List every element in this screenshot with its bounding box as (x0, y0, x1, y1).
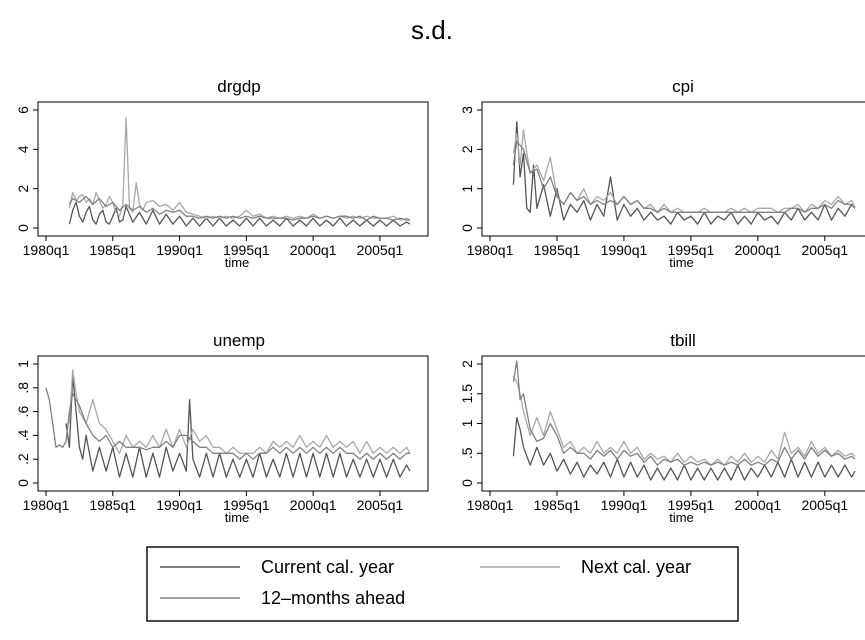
series-line (45, 387, 410, 460)
y-tick-label: 2 (15, 185, 31, 193)
x-axis-title: time (225, 255, 250, 270)
x-axis-title: time (225, 510, 250, 525)
x-tick-label: 1985q1 (89, 242, 136, 258)
panel-cpi: cpi 0 1 2 3 1980q1 1985q1 1990q1 1995q1 2000q1 200… (459, 77, 865, 270)
series-line (512, 360, 856, 466)
x-tick-label: 2005q1 (801, 497, 848, 513)
y-tick-label: 0 (459, 224, 475, 232)
y-tick-label: 3 (459, 106, 475, 114)
y-tick-label: 6 (15, 106, 31, 114)
plot-frame (37, 355, 429, 492)
series-line (68, 117, 411, 221)
y-tick-label: .5 (459, 447, 475, 459)
x-tick-label: 2005q1 (357, 497, 404, 513)
panel-drgdp: drgdp 0 2 4 6 1980q1 1985q1 1990q1 1995q1 2000q1 2… (15, 77, 429, 270)
y-tick-label: .2 (15, 453, 31, 465)
x-axis-title: time (669, 510, 694, 525)
x-tick-label: 2005q1 (801, 242, 848, 258)
main-title: s.d. (411, 15, 453, 45)
plot-frame (37, 101, 429, 237)
panels: drgdp 0 2 4 6 1980q1 1985q1 1990q1 1995q1 2000q1 2… (15, 77, 865, 525)
x-tick-label: 1985q1 (534, 497, 581, 513)
series-line (512, 375, 856, 466)
plot-frame (481, 101, 865, 237)
x-axis-title: time (669, 255, 694, 270)
x-tick-label: 1990q1 (601, 497, 648, 513)
x-tick-label: 2000q1 (734, 242, 781, 258)
legend-label-12m: 12–months ahead (261, 588, 405, 608)
x-tick-label: 2000q1 (290, 497, 337, 513)
x-tick-label: 1990q1 (156, 242, 203, 258)
legend: Current cal. year Next cal. year 12–mont… (146, 546, 739, 622)
x-tick-label: 1980q1 (23, 497, 70, 513)
y-tick-label: .6 (15, 406, 31, 418)
panel-title: tbill (670, 331, 696, 350)
x-tick-label: 1980q1 (467, 497, 514, 513)
x-tick-label: 1995q1 (223, 242, 270, 258)
x-tick-label: 2000q1 (734, 497, 781, 513)
x-tick-label: 2000q1 (290, 242, 337, 258)
series-line (68, 201, 411, 227)
panel-tbill: tbill 0 .5 1 1.5 2 1980q1 1985q1 1990q1 1995q1 200… (459, 331, 865, 525)
legend-label-current: Current cal. year (261, 557, 394, 577)
y-tick-label: 1 (459, 185, 475, 193)
y-tick-label: .4 (15, 429, 31, 441)
x-tick-label: 1985q1 (89, 497, 136, 513)
panel-title: drgdp (217, 77, 260, 96)
legend-box (146, 546, 739, 622)
y-tick-label: 2 (459, 145, 475, 153)
y-tick-label: 0 (15, 224, 31, 232)
x-tick-label: 1990q1 (601, 242, 648, 258)
x-tick-label: 1980q1 (467, 242, 514, 258)
x-tick-label: 1995q1 (668, 497, 715, 513)
series-line (512, 129, 856, 213)
y-tick-label: 0 (15, 479, 31, 487)
series-line (68, 369, 411, 454)
y-tick-label: 2 (459, 360, 475, 368)
x-tick-label: 1995q1 (668, 242, 715, 258)
panel-title: cpi (672, 77, 694, 96)
y-tick-label: 1 (15, 360, 31, 368)
panel-unemp: unemp 0 .2 .4 .6 .8 1 1980q1 1985q1 1990q1 1995q1 2… (15, 331, 429, 525)
y-tick-label: 0 (459, 479, 475, 487)
series-line (512, 416, 856, 481)
series-line (512, 121, 856, 225)
series-line (65, 375, 411, 478)
panel-title: unemp (213, 331, 265, 350)
y-tick-label: .8 (15, 382, 31, 394)
legend-label-next: Next cal. year (581, 557, 691, 577)
x-tick-label: 1980q1 (23, 242, 70, 258)
y-tick-label: 1.5 (459, 384, 475, 404)
series-line (68, 195, 410, 221)
x-tick-label: 1985q1 (534, 242, 581, 258)
x-tick-label: 2005q1 (357, 242, 404, 258)
y-tick-label: 1 (459, 419, 475, 427)
y-tick-label: 4 (15, 145, 31, 153)
series-line (512, 140, 856, 213)
x-tick-label: 1995q1 (223, 497, 270, 513)
x-tick-label: 1990q1 (156, 497, 203, 513)
